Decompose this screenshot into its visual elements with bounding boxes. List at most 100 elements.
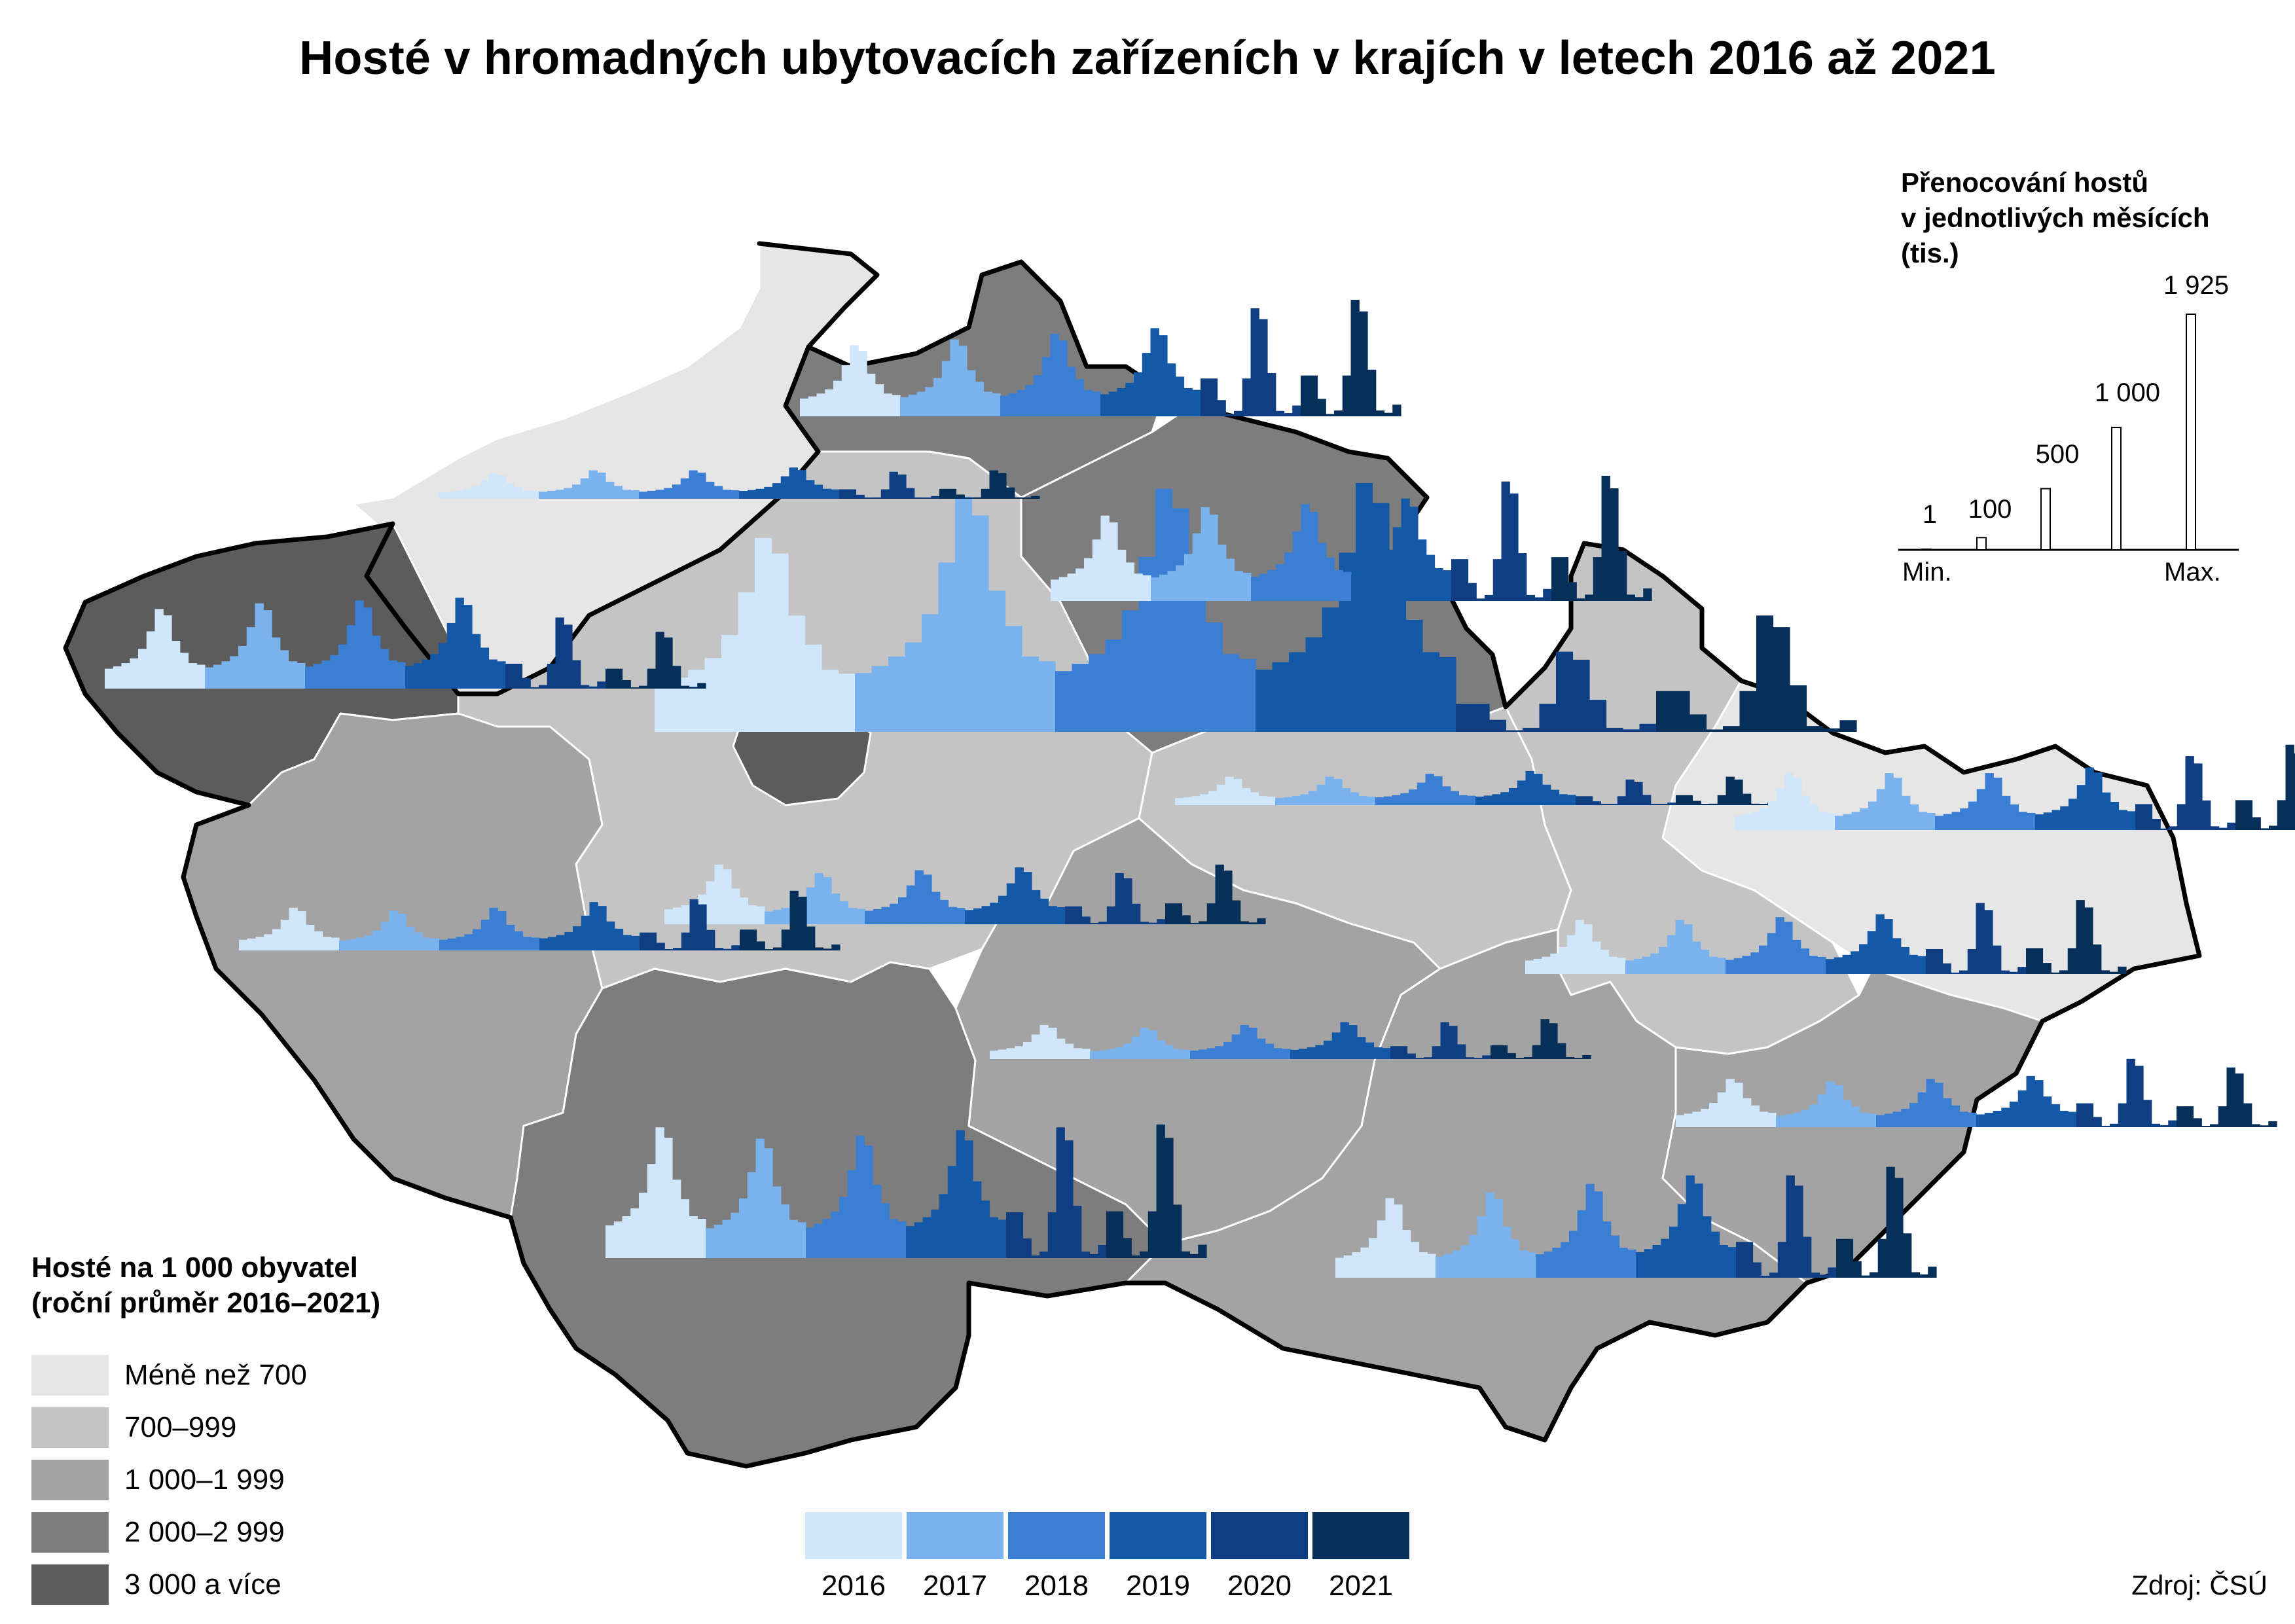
month-bar [939,899,949,924]
month-bar [1792,1112,1801,1127]
month-bar [1483,795,1493,805]
month-bar [1073,906,1083,924]
month-bar [647,1164,657,1258]
month-bar [1756,615,1774,732]
month-bar [1540,1019,1549,1059]
month-bar [555,617,564,689]
month-bar [2169,826,2178,830]
month-bar [364,935,373,950]
month-bar [856,494,865,499]
month-bar [2059,970,2069,974]
month-bar [656,943,665,950]
month-bar [196,664,206,689]
month-bar [889,471,898,499]
month-bar [1242,573,1252,601]
month-bar [1500,792,1509,805]
month-bar [1585,1183,1595,1278]
year-label-2017: 2017 [923,1570,987,1602]
month-bar [1292,531,1302,601]
month-bar [723,948,732,950]
month-bar [1352,1252,1361,1278]
month-bar [1225,414,1235,416]
month-bar [1742,956,1751,974]
month-bar [272,637,281,689]
month-bar [1356,483,1373,732]
month-bar [580,685,590,689]
month-bar [1206,903,1216,924]
month-bar [1566,935,1576,974]
month-bar [1400,793,1409,805]
month-bar [765,911,774,924]
month-bar [1176,565,1185,601]
month-bar [998,895,1007,924]
month-bar [1155,488,1173,732]
month-bar [1619,1248,1628,1278]
month-bar [1734,779,1743,805]
month-bar [672,907,682,924]
month-bar [781,907,790,924]
month-bar [1075,568,1085,601]
month-bar [1167,363,1176,416]
month-bar [925,387,934,416]
inset-axis-min: Min. [1902,558,1952,586]
month-bar [1794,1185,1803,1278]
month-bar [1701,804,1710,805]
month-bar [788,615,806,732]
month-bar [1818,812,1827,830]
month-bar [1736,1242,1745,1278]
month-bar [1709,803,1718,805]
month-bar [306,924,315,950]
month-bar [1760,808,1769,830]
month-bar [389,911,398,950]
month-bar [1006,1048,1015,1059]
month-bar [2027,812,2036,830]
legend-title: Hosté na 1 000 obyvatel (roční průměr 20… [31,1250,380,1321]
month-bar [1148,1030,1157,1059]
month-bar [1267,372,1276,416]
month-bar [1557,1043,1566,1059]
year-swatch-2019 [1110,1512,1206,1559]
month-bar [1909,954,1918,974]
month-bar [1636,1252,1645,1278]
month-bar [513,487,523,499]
month-bar [1064,1140,1074,1258]
month-bar [1359,311,1368,416]
month-bar [983,391,992,416]
month-bar [1039,1024,1049,1059]
month-bar [1868,801,1877,830]
month-bar [955,496,973,732]
month-bar [1485,594,1494,601]
inset-scale-bar [2111,426,2122,550]
month-bar [1057,1038,1066,1059]
inset-value-1925: 1 925 [2163,271,2230,300]
month-bar [1561,1242,1570,1278]
month-bar [1022,497,1032,499]
month-bar [2235,800,2245,830]
month-bar [1182,1049,1191,1059]
month-bar [771,553,789,732]
month-bar [1090,1051,1099,1059]
month-bar [1081,1049,1091,1059]
month-bar [456,937,465,950]
month-bar [1576,796,1585,805]
month-bar [1200,794,1209,805]
month-bar [1257,918,1266,924]
month-bar [121,663,130,689]
month-bar [958,346,967,416]
month-bar [1708,956,1718,974]
month-bar [1098,1050,1108,1059]
inset-scale-bar [1976,537,1987,551]
month-bar [264,934,273,950]
month-bar [2017,1090,2027,1127]
month-bar [1518,553,1527,601]
month-bar [875,384,884,416]
month-bar [916,391,926,416]
month-bar [1048,906,1057,924]
month-bar [841,365,851,416]
month-bar [706,481,715,499]
month-bar [1556,651,1574,732]
region-monthly-chart [605,1124,1207,1258]
month-bar [1768,801,1777,830]
month-bar [1750,803,1760,805]
month-bar [1457,1044,1466,1059]
